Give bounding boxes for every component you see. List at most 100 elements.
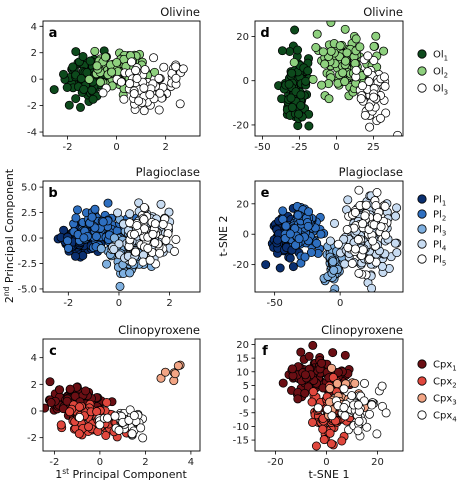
point-cpx1 (340, 350, 350, 360)
point-ol3 (357, 81, 367, 91)
point-pl2 (285, 229, 295, 239)
point-cpx2 (311, 441, 321, 451)
point-pl5 (129, 229, 139, 239)
point-ol3 (178, 64, 188, 74)
point-ol2 (355, 42, 365, 52)
point-ol2 (95, 77, 105, 87)
point-pl5 (161, 235, 171, 245)
point-cpx4 (353, 400, 363, 410)
y-tick-label: -5.0 (17, 284, 37, 295)
legend-label: Pl1 (433, 195, 446, 208)
point-cpx1 (300, 370, 310, 380)
panel-letter-bg (46, 342, 61, 358)
legend-label: Ol3 (433, 84, 448, 97)
point-ol2 (312, 29, 322, 39)
point-pl3 (328, 257, 338, 267)
point-ol3 (381, 108, 391, 118)
point-pl5 (372, 213, 382, 223)
point-ol2 (324, 94, 334, 104)
panel-c: -2 0 2 4 -2 0 2 4 Clinopyroxene c (27, 323, 201, 468)
y-tick-label: 20 (236, 340, 249, 351)
point-pl5 (354, 185, 364, 195)
point-ol2 (92, 61, 102, 71)
point-pl2 (300, 252, 310, 262)
point-pl1 (273, 235, 282, 245)
point-pl2 (87, 212, 97, 222)
x-tick-label: 2 (166, 298, 172, 309)
point-cpx3 (160, 367, 170, 377)
point-ol1 (62, 83, 72, 92)
point-pl5 (145, 255, 155, 265)
point-cpx3 (173, 361, 183, 371)
panel-e: -50 0 -20 0 20 Plagioclase e (233, 165, 404, 309)
legend-marker (417, 66, 427, 76)
point-cpx2 (318, 424, 328, 434)
point-cpx1 (300, 388, 310, 398)
point-cpx3 (170, 369, 180, 379)
point-pl4 (325, 236, 335, 246)
point-pl5 (368, 236, 378, 246)
point-pl5 (365, 254, 375, 264)
x-tick-label: 0 (116, 298, 122, 309)
point-ol3 (116, 77, 126, 87)
point-pl2 (306, 248, 316, 257)
point-cpx1 (317, 358, 327, 368)
point-pl5 (170, 246, 179, 256)
point-cpx2 (308, 417, 317, 427)
point-cpx4 (377, 381, 387, 391)
point-cpx1 (55, 385, 65, 395)
y-tick-label: 10 (236, 367, 249, 378)
point-ol2 (342, 48, 352, 58)
point-ol3 (129, 89, 139, 99)
point-pl5 (361, 200, 371, 210)
point-pl2 (278, 206, 288, 216)
point-pl5 (376, 222, 386, 232)
point-pl1 (285, 253, 295, 263)
point-ol2 (318, 47, 328, 57)
y-tick-label: 0 (243, 230, 249, 241)
point-ol1 (85, 56, 95, 66)
point-ol3 (140, 65, 150, 75)
x-tick-label: 2 (162, 142, 168, 153)
x-tick-label: 25 (367, 142, 380, 153)
point-pl5 (150, 238, 160, 248)
legend-marker (417, 209, 427, 219)
panel-title: Clinopyroxene (118, 323, 200, 337)
y-tick-label: 5 (243, 381, 249, 392)
point-ol1 (290, 25, 300, 35)
point-ol3 (369, 92, 379, 102)
point-ol3 (139, 106, 149, 116)
point-ol3 (119, 94, 129, 104)
point-pl4 (114, 239, 124, 249)
point-ol2 (341, 56, 351, 66)
point-ol1 (71, 47, 81, 57)
y-tick-label: 5.0 (21, 183, 37, 194)
panel-b: -2 0 2 -5.0 -2.5 0.0 2.5 5.0 Plagioclase b (17, 165, 201, 309)
point-cpx1 (278, 378, 288, 388)
point-cpx1 (296, 347, 306, 357)
legend-label: Pl4 (433, 240, 447, 253)
point-ol2 (107, 67, 117, 77)
x-tick-label: -2 (49, 457, 59, 468)
point-ol1 (285, 47, 295, 56)
point-pl1 (78, 251, 88, 261)
point-pl5 (171, 234, 181, 244)
point-cpx3 (332, 379, 342, 389)
point-pl3 (115, 281, 125, 291)
point-cpx4 (340, 411, 350, 421)
point-ol2 (112, 58, 122, 67)
point-cpx2 (65, 407, 75, 417)
panel-letter: b (48, 186, 57, 201)
x-tick-label: 2 (142, 457, 148, 468)
point-ol3 (393, 130, 403, 136)
point-ol3 (364, 102, 374, 112)
legend-marker (417, 194, 427, 204)
point-ol1 (49, 85, 59, 95)
point-cpx3 (350, 378, 360, 388)
point-cpx4 (75, 413, 84, 422)
x-tick-label: -2 (63, 298, 73, 309)
x-tick-label: -2 (63, 142, 73, 153)
point-pl5 (131, 247, 141, 257)
point-ol1 (87, 85, 97, 95)
